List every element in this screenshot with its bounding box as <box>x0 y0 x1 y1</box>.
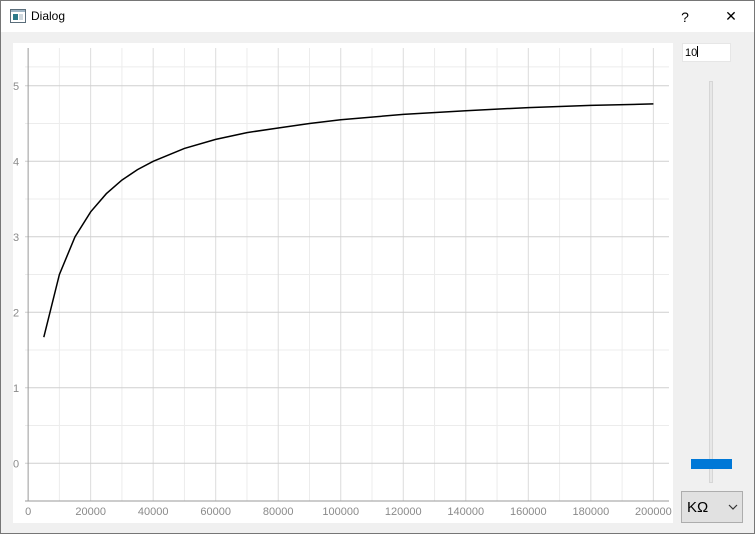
close-button[interactable]: ✕ <box>708 1 754 32</box>
x-tick-label: 140000 <box>447 506 484 518</box>
series-line <box>43 103 654 338</box>
y-tick-label: 3 <box>13 232 19 244</box>
x-tick-label: 80000 <box>263 506 294 518</box>
x-tick-label: 100000 <box>322 506 359 518</box>
x-tick-label: 0 <box>25 506 31 518</box>
close-icon: ✕ <box>725 8 737 24</box>
unit-combobox[interactable]: KΩ <box>681 491 743 523</box>
app-icon <box>10 9 26 23</box>
y-tick-label: 2 <box>13 307 19 319</box>
help-icon: ? <box>681 8 689 25</box>
chart-area: 0 20000 40000 60000 80000 100000 120000 140000 1… <box>13 43 673 523</box>
y-tick-label: 5 <box>13 81 19 93</box>
x-tick-label: 180000 <box>572 506 609 518</box>
title-bar[interactable]: Dialog ? ✕ <box>1 1 754 32</box>
help-button[interactable]: ? <box>662 1 708 32</box>
vertical-slider-track[interactable] <box>709 81 713 483</box>
x-tick-label: 200000 <box>635 506 672 518</box>
line-chart: 0 20000 40000 60000 80000 100000 120000 140000 1… <box>13 48 672 518</box>
unit-selected-value: KΩ <box>687 499 709 516</box>
value-input[interactable]: 10 <box>682 43 731 62</box>
y-tick-label: 1 <box>13 383 19 395</box>
vertical-slider-handle[interactable] <box>691 459 732 470</box>
x-tick-label: 60000 <box>200 506 231 518</box>
chevron-down-icon <box>728 504 738 510</box>
text-caret <box>697 46 699 57</box>
y-tick-label: 4 <box>13 156 19 168</box>
x-tick-label: 120000 <box>385 506 422 518</box>
value-input-text: 10 <box>685 47 698 59</box>
x-tick-label: 40000 <box>138 506 169 518</box>
x-tick-label: 160000 <box>510 506 547 518</box>
x-tick-label: 20000 <box>75 506 106 518</box>
y-tick-label: 0 <box>13 458 19 470</box>
window-title: Dialog <box>31 9 66 23</box>
